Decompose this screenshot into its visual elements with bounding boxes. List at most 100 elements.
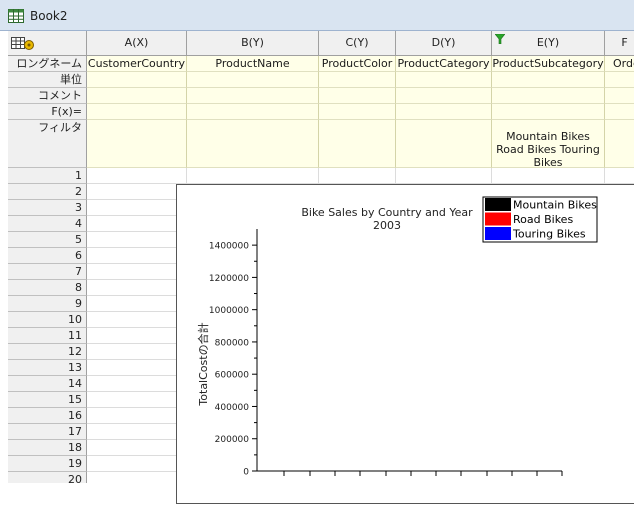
row-header-6[interactable]: 6: [8, 248, 87, 264]
row-label-filter[interactable]: フィルタ: [8, 120, 87, 168]
data-cell[interactable]: [396, 168, 492, 184]
long-name-cell-c[interactable]: ProductColor: [319, 56, 396, 72]
filter-cell-d[interactable]: [396, 120, 492, 168]
fx-cell-b[interactable]: [187, 104, 319, 120]
long-name-cell-a[interactable]: CustomerCountry: [87, 56, 187, 72]
row-header-12[interactable]: 12: [8, 344, 87, 360]
comment-cell-d[interactable]: [396, 88, 492, 104]
data-cell[interactable]: [87, 248, 187, 264]
data-cell[interactable]: [187, 168, 319, 184]
row-header-13[interactable]: 13: [8, 360, 87, 376]
fx-cell-e[interactable]: [492, 104, 605, 120]
fx-cell-c[interactable]: [319, 104, 396, 120]
row-header-8[interactable]: 8: [8, 280, 87, 296]
long-name-cell-e[interactable]: ProductSubcategory: [492, 56, 605, 72]
comment-cell-e[interactable]: [492, 88, 605, 104]
data-cell[interactable]: [87, 424, 187, 440]
data-cell[interactable]: [87, 472, 187, 483]
sheet-corner-button[interactable]: [8, 31, 87, 56]
y-tick-label: 1000000: [209, 306, 249, 316]
data-cell[interactable]: [87, 232, 187, 248]
comment-cell-b[interactable]: [187, 88, 319, 104]
long-name-cell-f[interactable]: Orde: [605, 56, 634, 72]
units-cell-b[interactable]: [187, 72, 319, 88]
long-name-cell-d[interactable]: ProductCategory: [396, 56, 492, 72]
data-cell[interactable]: [87, 360, 187, 376]
fx-cell-a[interactable]: [87, 104, 187, 120]
data-cell[interactable]: [492, 168, 605, 184]
window-titlebar[interactable]: Book2: [0, 0, 634, 31]
row-header-19[interactable]: 19: [8, 456, 87, 472]
comment-cell-c[interactable]: [319, 88, 396, 104]
data-cell[interactable]: [87, 184, 187, 200]
row-header-2[interactable]: 2: [8, 184, 87, 200]
units-cell-f[interactable]: [605, 72, 634, 88]
filter-cell-a[interactable]: [87, 120, 187, 168]
data-cell[interactable]: [605, 168, 634, 184]
data-cell[interactable]: [87, 344, 187, 360]
units-cell-a[interactable]: [87, 72, 187, 88]
row-label-fx[interactable]: F(x)=: [8, 104, 87, 120]
data-cell[interactable]: [87, 328, 187, 344]
data-cell[interactable]: [87, 456, 187, 472]
units-cell-d[interactable]: [396, 72, 492, 88]
row-header-15[interactable]: 15: [8, 392, 87, 408]
column-header-c[interactable]: C(Y): [319, 31, 396, 56]
units-cell-c[interactable]: [319, 72, 396, 88]
data-cell[interactable]: [87, 408, 187, 424]
comment-cell-a[interactable]: [87, 88, 187, 104]
filter-cell-c[interactable]: [319, 120, 396, 168]
data-cell[interactable]: [319, 168, 396, 184]
row-header-10[interactable]: 10: [8, 312, 87, 328]
column-header-d[interactable]: D(Y): [396, 31, 492, 56]
filter-cell-e[interactable]: Mountain Bikes Road Bikes Touring Bikes: [492, 120, 605, 168]
data-cell[interactable]: [87, 200, 187, 216]
column-header-f[interactable]: F: [605, 31, 634, 56]
row-header-14[interactable]: 14: [8, 376, 87, 392]
row-label-long-name[interactable]: ロングネーム: [8, 56, 87, 72]
column-header-e[interactable]: E(Y): [492, 31, 605, 56]
fx-cell-f[interactable]: [605, 104, 634, 120]
legend-label: Road Bikes: [513, 213, 573, 226]
embedded-graph[interactable]: Bike Sales by Country and Year 2003 Tota…: [176, 184, 634, 504]
row-header-4[interactable]: 4: [8, 216, 87, 232]
row-header-20[interactable]: 20: [8, 472, 87, 483]
filter-cell-b[interactable]: [187, 120, 319, 168]
column-header-b[interactable]: B(Y): [187, 31, 319, 56]
data-cell[interactable]: [87, 440, 187, 456]
row-header-5[interactable]: 5: [8, 232, 87, 248]
row-header-1[interactable]: 1: [8, 168, 87, 184]
row-label-units[interactable]: 単位: [8, 72, 87, 88]
row-header-3[interactable]: 3: [8, 200, 87, 216]
funnel-filter-icon[interactable]: [495, 34, 505, 44]
row-header-7[interactable]: 7: [8, 264, 87, 280]
filter-cell-f[interactable]: [605, 120, 634, 168]
fx-cell-d[interactable]: [396, 104, 492, 120]
y-tick-label: 600000: [215, 371, 250, 381]
data-cell[interactable]: [87, 392, 187, 408]
row-header-18[interactable]: 18: [8, 440, 87, 456]
comment-cell-f[interactable]: [605, 88, 634, 104]
legend-swatch: [485, 198, 511, 211]
data-cell[interactable]: [87, 216, 187, 232]
row-header-17[interactable]: 17: [8, 424, 87, 440]
row-header-9[interactable]: 9: [8, 296, 87, 312]
units-cell-e[interactable]: [492, 72, 605, 88]
y-tick-label: 800000: [215, 338, 250, 348]
data-cell[interactable]: [87, 168, 187, 184]
column-header-e-label: E(Y): [536, 36, 560, 49]
data-cell[interactable]: [87, 312, 187, 328]
data-cell[interactable]: [87, 264, 187, 280]
column-header-a[interactable]: A(X): [87, 31, 187, 56]
long-name-cell-b[interactable]: ProductName: [187, 56, 319, 72]
row-header-11[interactable]: 11: [8, 328, 87, 344]
row-label-comment[interactable]: コメント: [8, 88, 87, 104]
row-header-16[interactable]: 16: [8, 408, 87, 424]
chart-svg: Bike Sales by Country and Year 2003 Tota…: [196, 196, 598, 478]
chart-title: Bike Sales by Country and Year: [301, 206, 473, 219]
data-cell[interactable]: [87, 280, 187, 296]
data-cell[interactable]: [87, 296, 187, 312]
legend-label: Touring Bikes: [512, 228, 586, 241]
data-cell[interactable]: [87, 376, 187, 392]
